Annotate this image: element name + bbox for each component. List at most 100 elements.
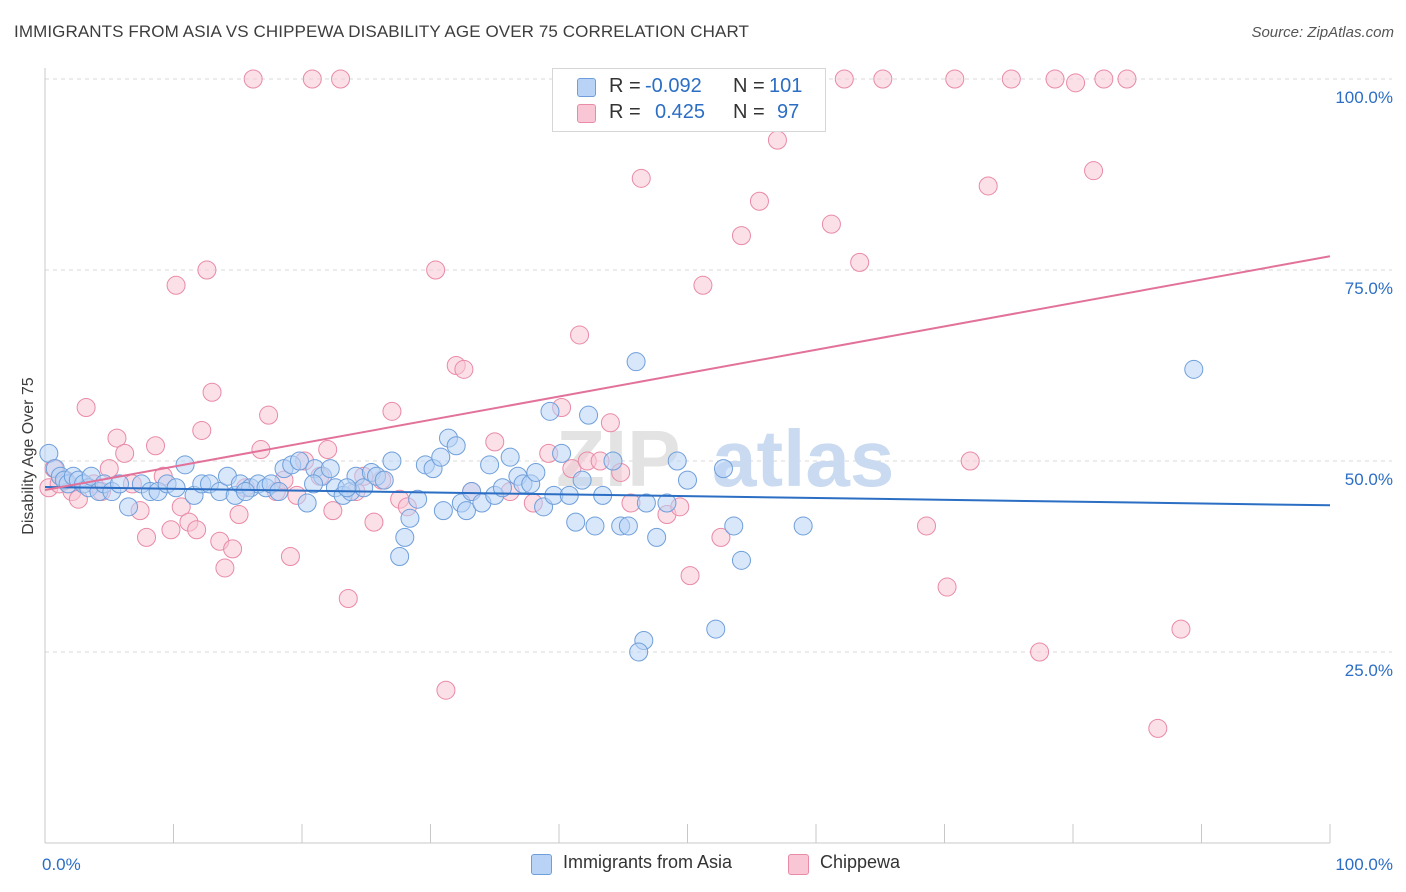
chippewa-point <box>161 520 181 540</box>
chart-title: IMMIGRANTS FROM ASIA VS CHIPPEWA DISABIL… <box>14 22 749 41</box>
asia-point <box>289 451 309 471</box>
chippewa-trend-line <box>44 255 1331 492</box>
chippewa-point <box>873 69 893 89</box>
asia-point <box>390 547 410 566</box>
x-tick-label-min: 0.0% <box>42 855 81 874</box>
trend-lines <box>44 255 1331 507</box>
chippewa-point <box>1030 642 1050 662</box>
bottom-legend-chippewa: Chippewa <box>820 852 901 872</box>
chippewa-point <box>749 191 769 211</box>
chippewa-point <box>259 405 279 425</box>
chippewa-point <box>821 214 841 234</box>
asia-point <box>492 478 512 498</box>
chippewa-point <box>1094 69 1114 89</box>
asia-point <box>408 489 428 509</box>
asia-point <box>540 401 560 421</box>
source-label: Source: ZipAtlas.com <box>1251 24 1394 41</box>
chippewa-point <box>1171 619 1191 639</box>
chippewa-point <box>945 69 965 89</box>
asia-point <box>603 451 623 471</box>
chippewa-r-value: 0.425 <box>655 101 706 123</box>
asia-point <box>636 493 656 513</box>
chippewa-point <box>631 168 651 188</box>
asia-point <box>629 642 649 662</box>
chippewa-point <box>917 516 937 536</box>
chippewa-point <box>426 260 446 280</box>
chippewa-point <box>850 252 870 272</box>
chippewa-point <box>693 275 713 295</box>
chippewa-point <box>454 359 474 379</box>
chippewa-point <box>485 432 505 452</box>
chippewa-point <box>229 504 249 524</box>
asia-point <box>395 527 415 547</box>
asia-point <box>119 497 139 517</box>
chippewa-point <box>711 527 731 547</box>
chippewa-point <box>978 176 998 196</box>
chippewa-point <box>107 428 127 448</box>
asia-swatch <box>577 78 596 97</box>
asia-point <box>433 501 453 521</box>
correlation-legend: R = -0.092 N = 101 R = 0.425 N = 97 <box>552 68 826 132</box>
asia-r-label: R = <box>609 75 641 97</box>
chippewa-point <box>338 589 358 609</box>
asia-point <box>456 501 476 521</box>
asia-point <box>552 443 572 463</box>
y-tick-label: 50.0% <box>1345 470 1393 489</box>
asia-point <box>431 447 451 467</box>
asia-point <box>337 478 357 498</box>
asia-point <box>572 470 592 490</box>
asia-point <box>618 516 638 536</box>
asia-point <box>269 482 289 502</box>
asia-point <box>713 459 733 479</box>
asia-point <box>446 436 466 456</box>
asia-point <box>585 516 605 536</box>
asia-point <box>166 478 186 498</box>
chippewa-point <box>600 413 620 433</box>
chippewa-point <box>570 325 590 345</box>
chippewa-point <box>166 275 186 295</box>
chippewa-point <box>323 501 343 521</box>
bottom-legend-asia-swatch <box>531 854 552 875</box>
asia-point <box>235 482 255 502</box>
asia-point <box>374 470 394 490</box>
asia-point <box>400 508 420 528</box>
asia-point <box>526 462 546 482</box>
chippewa-point <box>331 69 351 89</box>
chippewa-point <box>280 547 300 566</box>
asia-point <box>500 447 520 467</box>
chippewa-point <box>960 451 980 471</box>
chippewa-point <box>1148 718 1168 738</box>
asia-point <box>706 619 726 639</box>
chippewa-point <box>680 566 700 586</box>
chippewa-point <box>834 69 854 89</box>
asia-point <box>382 451 402 471</box>
chippewa-point <box>197 260 217 280</box>
chippewa-point <box>76 398 96 418</box>
chippewa-point <box>937 577 957 597</box>
chippewa-point <box>223 539 243 559</box>
chippewa-point <box>171 497 191 517</box>
asia-point <box>304 474 324 494</box>
asia-point <box>793 516 813 536</box>
y-tick-label: 75.0% <box>1345 279 1393 298</box>
chippewa-point <box>318 440 338 460</box>
chippewa-point <box>243 69 263 89</box>
grid-lines <box>45 78 1392 653</box>
x-tick-label-max: 100.0% <box>1335 855 1393 874</box>
asia-point <box>657 493 677 513</box>
chippewa-point <box>382 401 402 421</box>
chippewa-point <box>767 130 787 150</box>
asia-point <box>1184 359 1204 379</box>
chippewa-point <box>1117 69 1137 89</box>
asia-r-value: -0.092 <box>645 75 702 97</box>
chippewa-n-value: 97 <box>777 101 800 123</box>
asia-point <box>626 352 646 372</box>
chippewa-point <box>146 436 166 456</box>
chippewa-point <box>302 69 322 89</box>
bottom-legend-chippewa-swatch <box>788 854 809 875</box>
asia-point <box>566 512 586 532</box>
chippewa-swatch <box>577 104 596 123</box>
asia-n-label: N = <box>733 75 765 97</box>
chippewa-point <box>215 558 235 578</box>
